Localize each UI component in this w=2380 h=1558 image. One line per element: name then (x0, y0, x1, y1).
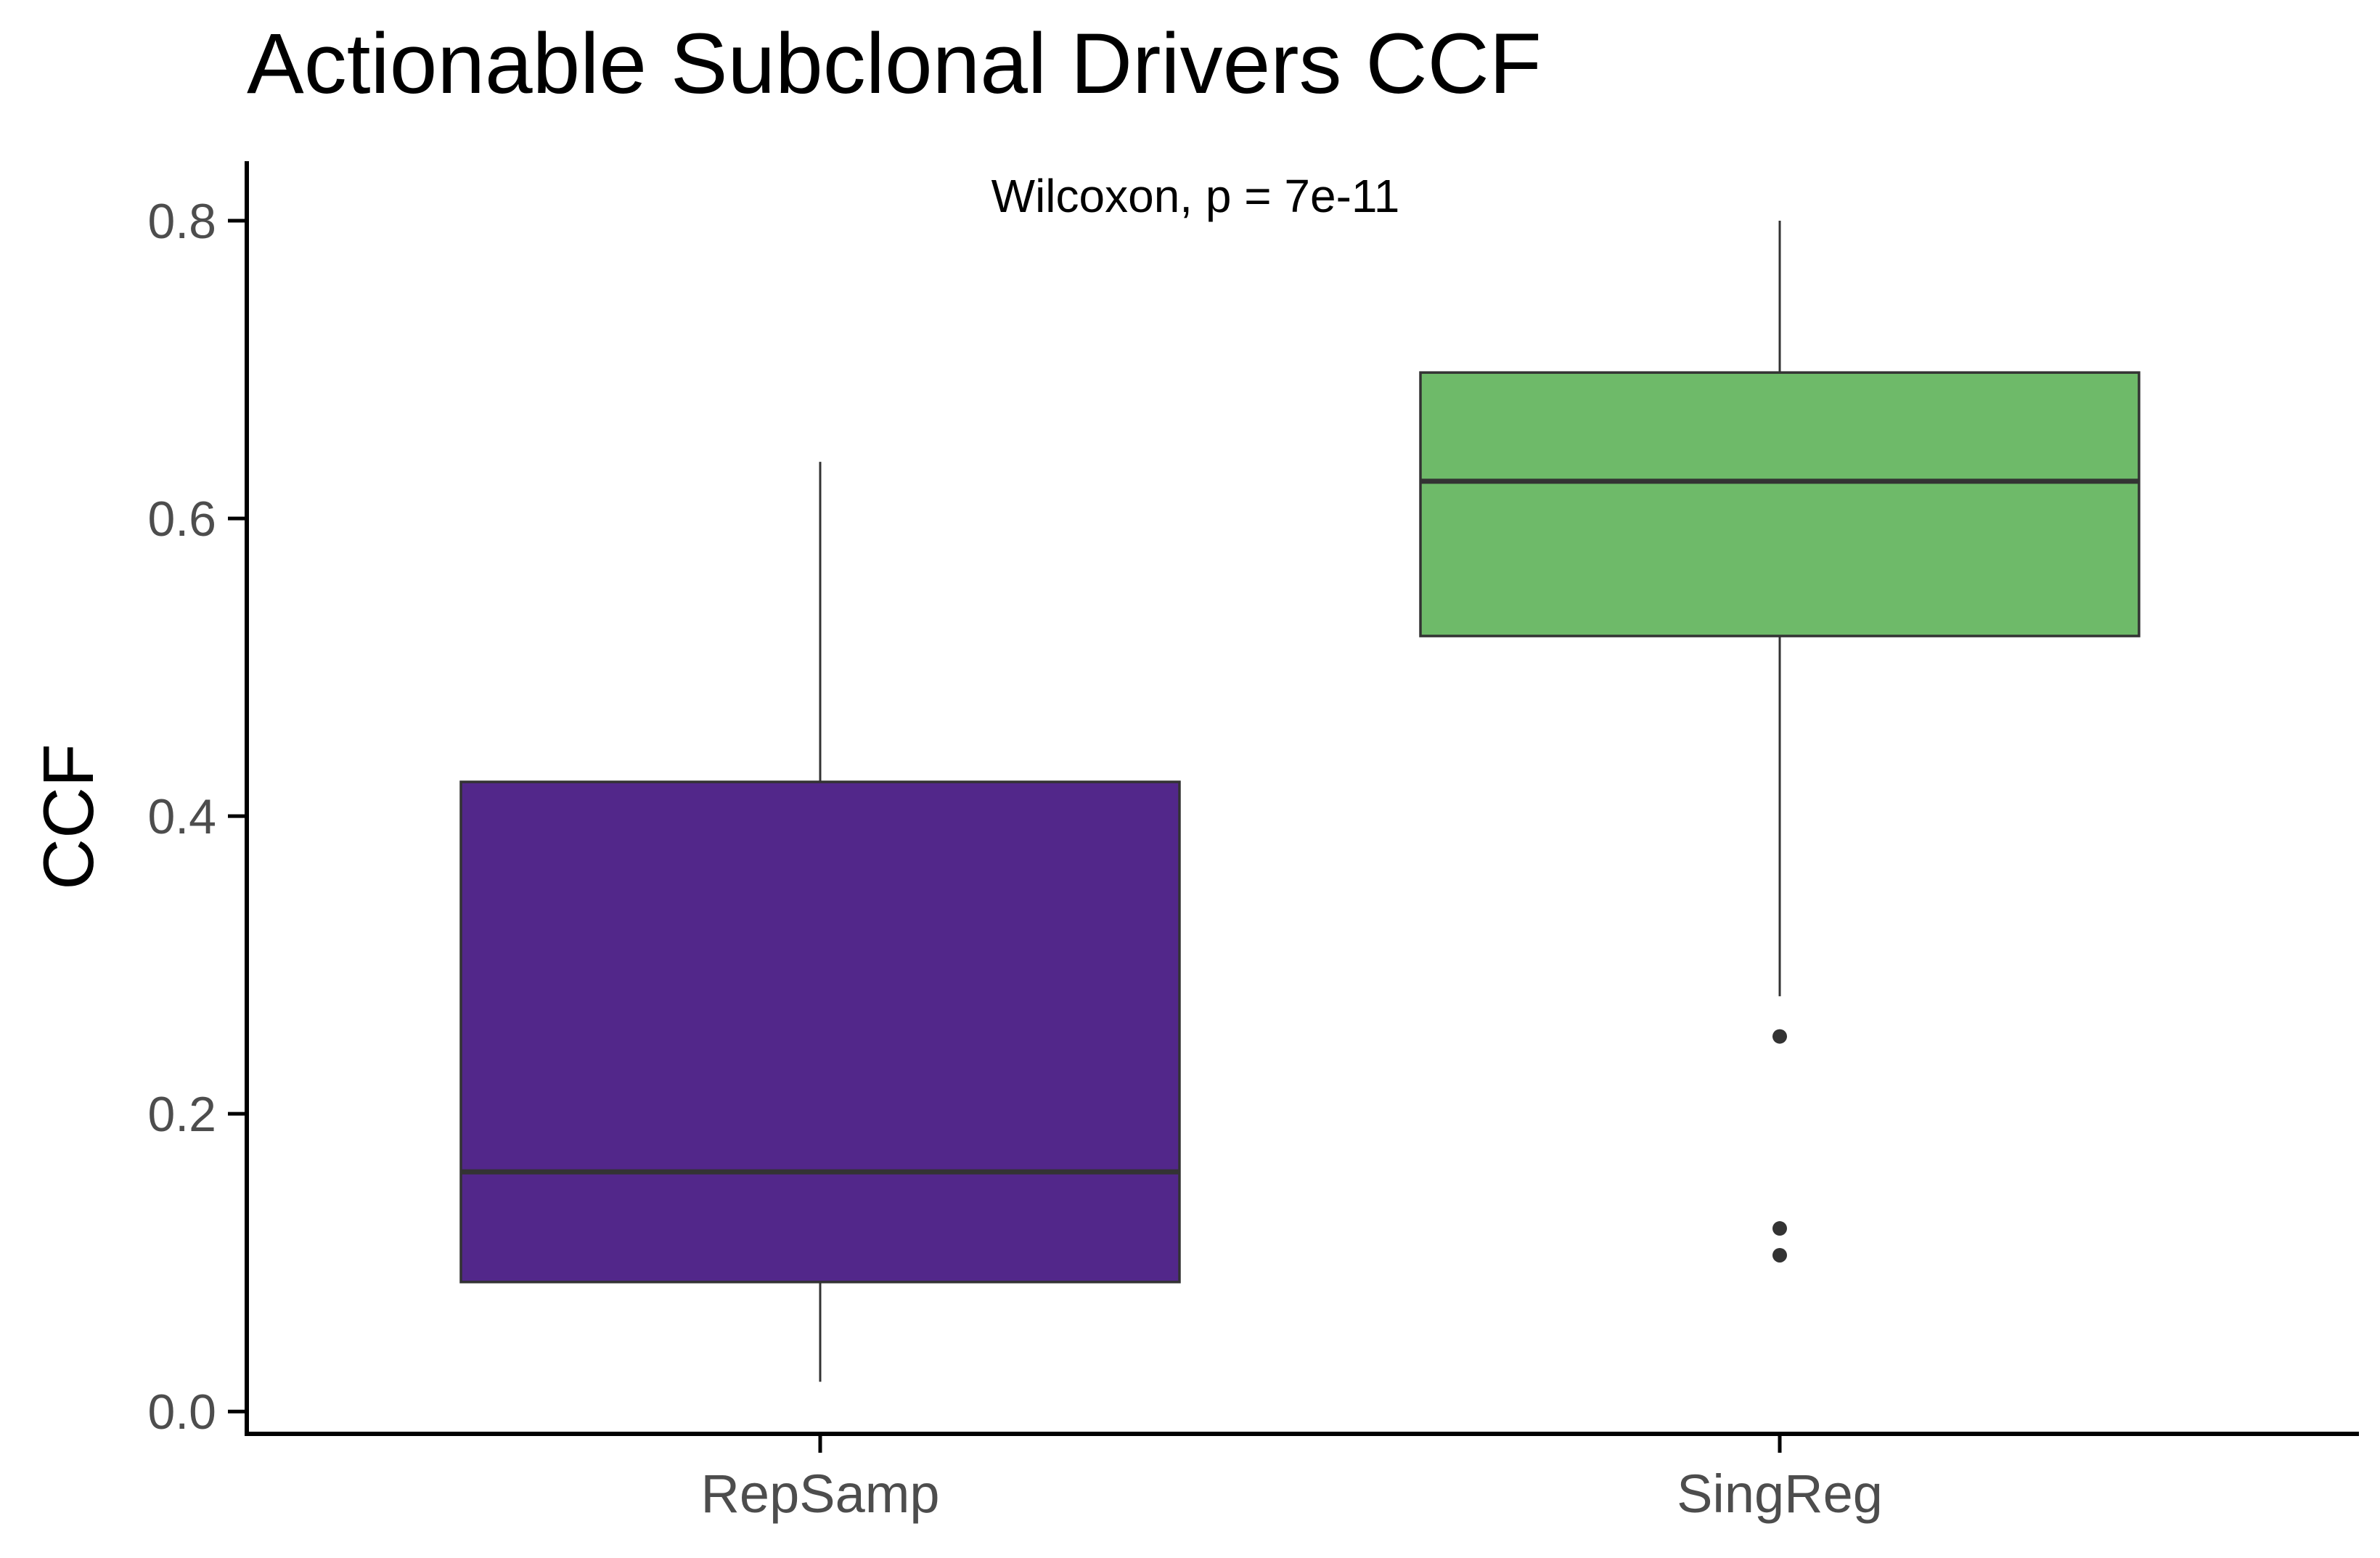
outlier-point (1772, 1221, 1787, 1236)
x-tick-label: RepSamp (700, 1464, 939, 1524)
x-tick-label: SingReg (1677, 1464, 1883, 1524)
y-axis-label: CCF (28, 743, 108, 889)
y-tick-label: 0.2 (147, 1087, 216, 1142)
box-RepSamp (459, 780, 1181, 1284)
y-tick-label: 0.6 (147, 492, 216, 547)
chart-title: Actionable Subclonal Drivers CCF (247, 16, 1542, 112)
outlier-point (1772, 1247, 1787, 1263)
y-tick-label: 0.4 (147, 789, 216, 844)
outlier-point (1772, 1029, 1787, 1044)
stat-annotation: Wilcoxon, p = 7e-11 (991, 170, 1400, 222)
box-SingReg (1419, 371, 2140, 637)
y-tick-label: 0.8 (147, 194, 216, 249)
y-tick-label: 0.0 (147, 1384, 216, 1440)
